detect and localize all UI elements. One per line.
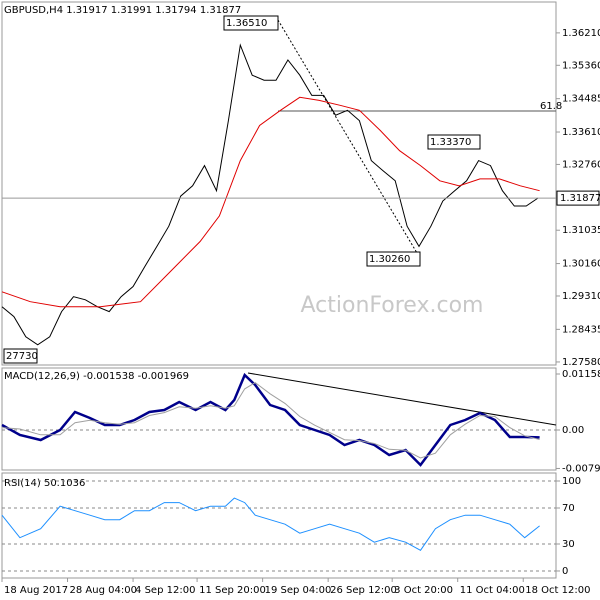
x-tick-label: 28 Aug 04:00 xyxy=(70,585,137,596)
y-tick-label: 1.33610 xyxy=(562,127,600,138)
series-line xyxy=(1,497,540,551)
x-tick-label: 4 Sep 12:00 xyxy=(135,585,195,596)
x-tick-label: 18 Oct 12:00 xyxy=(525,585,590,596)
annotation: 1.36510 xyxy=(226,18,267,29)
annotation: 61.8 xyxy=(540,101,562,112)
series-line xyxy=(1,43,539,346)
annotation-box xyxy=(366,251,421,267)
price-title: GBPUSD,H4 1.31917 1.31991 1.31794 1.3187… xyxy=(4,5,241,16)
y-tick-label: 30 xyxy=(562,539,575,550)
x-tick-label: 19 Sep 04:00 xyxy=(265,585,332,596)
series-line xyxy=(1,381,540,459)
rsi-panel xyxy=(1,472,557,579)
x-tick-label: 11 Sep 20:00 xyxy=(199,585,266,596)
annotation-box xyxy=(3,348,38,364)
x-tick-label: 11 Oct 04:00 xyxy=(460,585,525,596)
price-panel xyxy=(1,1,557,366)
y-tick-label: 1.27580 xyxy=(562,357,600,368)
y-tick-label: 1.31035 xyxy=(562,225,600,236)
y-tick-label: 0.011588 xyxy=(562,369,600,380)
y-tick-label: 0.00 xyxy=(562,425,584,436)
last-price-label: 1.31877 xyxy=(560,193,600,204)
swing-line xyxy=(277,19,421,259)
annotation: 1.30260 xyxy=(369,254,410,265)
annotation: 1.33370 xyxy=(430,137,471,148)
y-tick-label: 1.30160 xyxy=(562,259,600,270)
annotation: 27730 xyxy=(6,351,38,362)
y-tick-label: 1.29310 xyxy=(562,291,600,302)
y-tick-label: 1.34485 xyxy=(562,94,600,105)
x-tick-label: 18 Aug 2017 xyxy=(4,585,68,596)
x-tick-label: 26 Sep 12:00 xyxy=(330,585,397,596)
macd-panel xyxy=(1,367,557,471)
last-price-box xyxy=(556,190,600,206)
rsi-title: RSI(14) 50.1036 xyxy=(4,478,85,489)
series-line xyxy=(1,96,540,308)
y-tick-label: 1.35360 xyxy=(562,60,600,71)
macd-title: MACD(12,26,9) -0.001538 -0.001969 xyxy=(4,371,189,382)
x-tick-label: 3 Oct 20:00 xyxy=(394,585,453,596)
macd-trendline xyxy=(247,372,557,426)
y-tick-label: 1.32760 xyxy=(562,159,600,170)
y-tick-label: 70 xyxy=(562,503,575,514)
y-tick-label: 1.36210 xyxy=(562,28,600,39)
series-line xyxy=(1,372,540,467)
y-tick-label: -0.007961 xyxy=(562,463,600,474)
y-tick-label: 1.28435 xyxy=(562,324,600,335)
annotation-box xyxy=(427,134,481,150)
annotation-box xyxy=(223,15,279,31)
y-tick-label: 100 xyxy=(562,476,581,487)
y-tick-label: 0 xyxy=(562,566,568,577)
watermark: ActionForex.com xyxy=(301,293,484,318)
